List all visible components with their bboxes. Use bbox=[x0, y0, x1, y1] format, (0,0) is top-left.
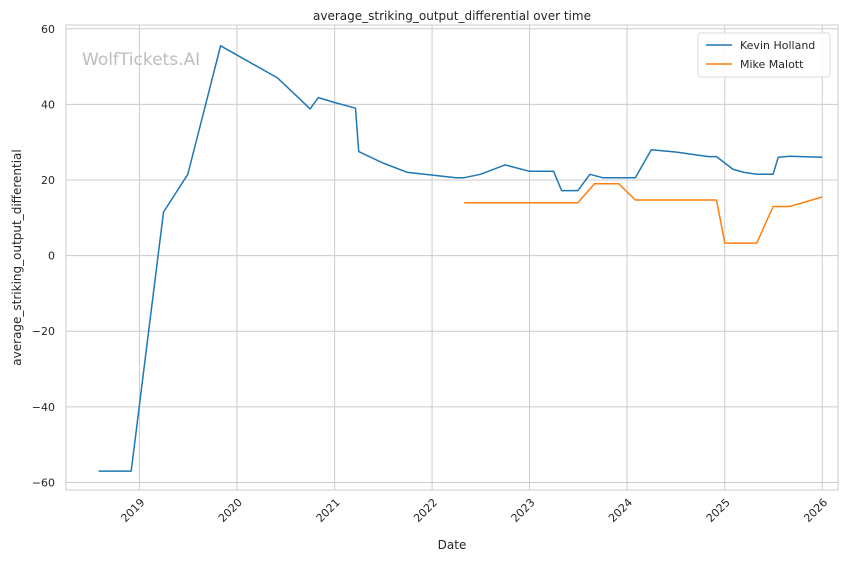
y-tick-label: −60 bbox=[32, 476, 55, 489]
y-tick-label: 20 bbox=[41, 174, 55, 187]
y-tick-label: 60 bbox=[41, 23, 55, 36]
y-tick-label: 40 bbox=[41, 98, 55, 111]
plot-frame bbox=[65, 24, 839, 491]
series-line-2 bbox=[464, 183, 823, 244]
series-line-1 bbox=[98, 45, 823, 472]
y-axis-label: average_striking_output_differential bbox=[10, 149, 24, 365]
legend-label: Mike Malott bbox=[740, 58, 804, 71]
legend-box bbox=[697, 32, 831, 78]
grid bbox=[66, 25, 838, 490]
x-axis-label: Date bbox=[438, 538, 467, 552]
y-tick-label: −20 bbox=[32, 325, 55, 338]
series-layer bbox=[98, 45, 823, 472]
chart-title: average_striking_output_differential ove… bbox=[313, 9, 591, 23]
y-tick-label: −40 bbox=[32, 401, 55, 414]
y-tick-label: 0 bbox=[48, 250, 55, 263]
legend: Kevin Holland Mike Malott bbox=[697, 32, 831, 78]
y-axis-ticks: −60 −40 −20 0 20 40 60 bbox=[32, 23, 55, 490]
legend-label: Kevin Holland bbox=[740, 39, 815, 52]
watermark: WolfTickets.AI bbox=[82, 50, 200, 70]
